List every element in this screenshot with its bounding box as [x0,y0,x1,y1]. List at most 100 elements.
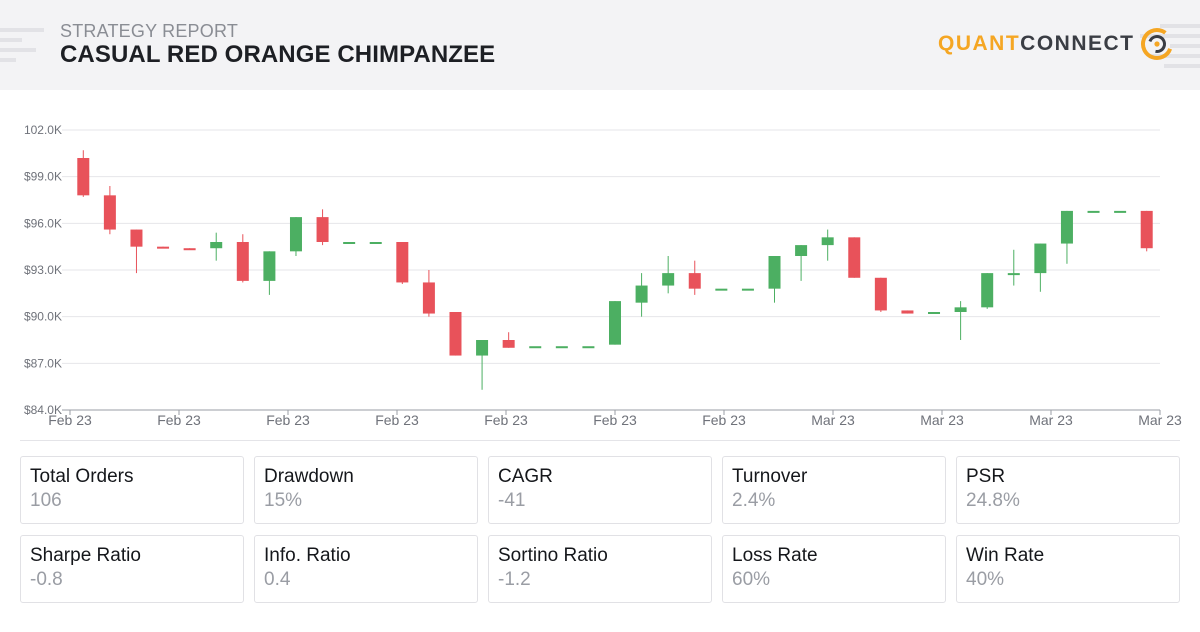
candle-up [795,245,808,256]
candle-down [449,312,462,356]
brand-connect-text: CONNECT [1020,32,1135,55]
y-tick-label: $99.0K [24,170,62,184]
x-tick-label: Feb 23 [157,412,201,428]
metric-card-cagr: CAGR -41 [488,456,712,524]
brand-logo[interactable]: QUANT CONNECT [938,24,1175,64]
metric-card-win-rate: Win Rate 40% [956,535,1180,603]
candle-up [954,307,967,312]
equity-candlestick-chart: $84.0K $87.0K $90.0K $93.0K $96.0K $99.0K 102.… [0,110,1200,440]
metric-label: Loss Rate [732,545,818,566]
quantconnect-logo-icon [1140,28,1173,60]
metric-card-drawdown: Drawdown 15% [254,456,478,524]
metric-card-psr: PSR 24.8% [956,456,1180,524]
metric-value: -41 [498,490,526,511]
candle-up [981,273,994,308]
candle-up [928,312,941,314]
candle-up [555,346,568,349]
metric-label: Sortino Ratio [498,545,608,566]
metric-card-sharpe-ratio: Sharpe Ratio -0.8 [20,535,244,603]
x-tick-label: Feb 23 [593,412,637,428]
metric-label: Total Orders [30,466,134,487]
candle-down [874,277,887,311]
candle-up [263,251,276,281]
candle-up [289,217,302,252]
candle-up [1114,210,1127,213]
candle-up [582,346,595,349]
candle-up [369,242,382,244]
candle-up [715,288,728,291]
decorative-lines-right [1140,24,1200,68]
y-tick-label: $93.0K [24,263,62,277]
y-tick-label: $84.0K [24,403,62,417]
candle-down [77,158,90,196]
metric-label: Win Rate [966,545,1045,566]
divider [20,440,1180,441]
candle-down [502,340,515,348]
metric-value: 0.4 [264,569,291,590]
candle-down [901,310,914,314]
y-tick-label: $87.0K [24,356,62,370]
metric-value: 2.4% [732,490,776,511]
candle-down [183,248,196,251]
candle-up [1007,273,1020,276]
metric-value: -0.8 [30,569,63,590]
candle-up [741,288,754,291]
metrics-grid: Total Orders 106 Drawdown 15% CAGR -41 T… [20,456,1180,603]
x-tick-label: Mar 23 [1029,412,1073,428]
x-tick-label: Mar 23 [1138,412,1182,428]
y-tick-label: 102.0K [24,123,62,137]
x-tick-label: Mar 23 [811,412,855,428]
metric-label: CAGR [498,466,553,487]
x-tick-label: Mar 23 [920,412,964,428]
candle-down [396,242,409,283]
x-tick-label: Feb 23 [702,412,746,428]
metric-value: 15% [264,490,303,511]
metric-value: 106 [30,490,62,511]
candle-up [1034,243,1047,274]
metric-card-total-orders: Total Orders 106 [20,456,244,524]
metric-card-info-ratio: Info. Ratio 0.4 [254,535,478,603]
candle-down [103,195,116,230]
candle-down [422,282,435,314]
metric-value: 24.8% [966,490,1020,511]
metric-card-loss-rate: Loss Rate 60% [722,535,946,603]
metric-label: Info. Ratio [264,545,351,566]
candle-down [130,229,143,247]
candle-up [529,346,542,349]
candle-up [609,301,621,345]
candle-up [768,256,781,289]
metric-value: 60% [732,569,771,590]
y-tick-label: $90.0K [24,310,62,324]
metric-card-sortino-ratio: Sortino Ratio -1.2 [488,535,712,603]
report-header: STRATEGY REPORT CASUAL RED ORANGE CHIMPA… [0,0,1200,90]
candle-up [821,237,834,246]
candle-up [1060,210,1073,244]
candle-up [343,242,356,244]
page-title: CASUAL RED ORANGE CHIMPANZEE [60,41,496,68]
candle-down [157,246,170,249]
x-tick-label: Feb 23 [266,412,310,428]
brand-quant-text: QUANT [938,32,1021,55]
x-tick-label: Feb 23 [484,412,528,428]
chart-canvas: $84.0K $87.0K $90.0K $93.0K $96.0K $99.0K 102.… [24,123,1182,428]
y-tick-label: $96.0K [24,216,62,230]
x-tick-label: Feb 23 [375,412,419,428]
x-tick-label: Feb 23 [48,412,92,428]
candle-up [476,340,489,356]
candle-down [236,242,249,281]
metric-value: 40% [966,569,1005,590]
candle-down [688,273,701,289]
candle-down [316,217,329,242]
candle-up [662,273,675,286]
candle-up [210,242,223,249]
candle-down [1140,210,1153,249]
candle-down [848,237,861,278]
metric-value: -1.2 [498,569,531,590]
metric-label: Sharpe Ratio [30,545,141,566]
report-label: STRATEGY REPORT [60,21,239,41]
candle-up [1087,210,1100,213]
metric-card-turnover: Turnover 2.4% [722,456,946,524]
metric-label: Drawdown [264,466,354,487]
decorative-lines-left [0,28,44,62]
candle-up [635,285,648,303]
